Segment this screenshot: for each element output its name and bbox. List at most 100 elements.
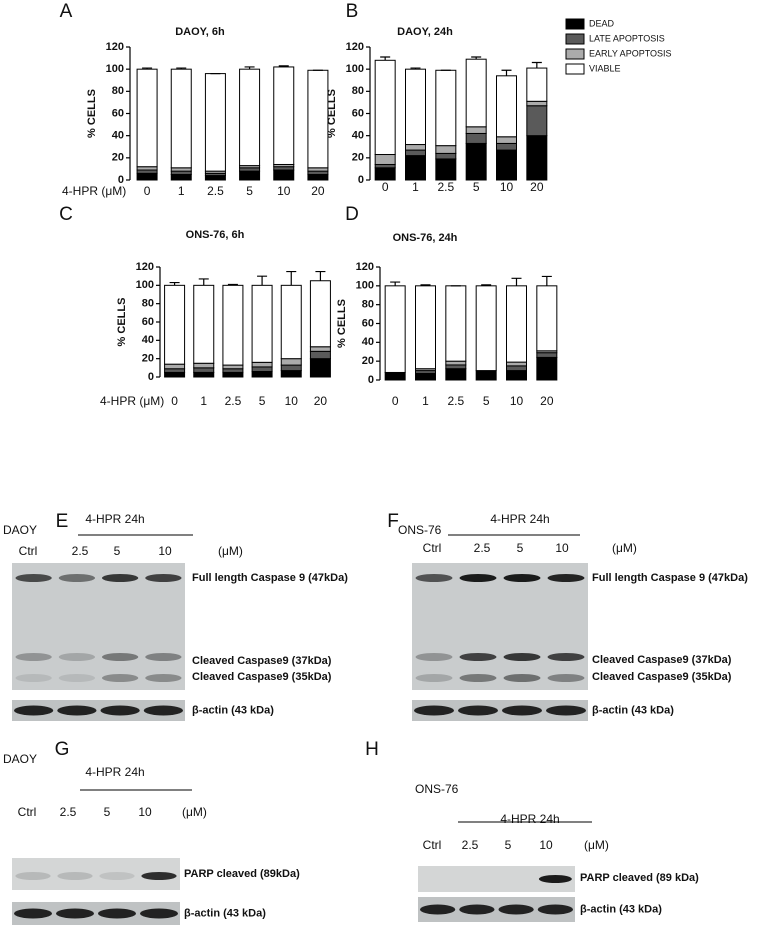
chart-title: DAOY, 24h xyxy=(397,26,453,38)
actin-band xyxy=(546,705,586,716)
bar-segment xyxy=(280,364,302,372)
loading-label: β-actin (43 kDa) xyxy=(592,704,674,716)
legend-label: LATE APOPTOSIS xyxy=(589,33,665,43)
band xyxy=(459,674,497,682)
error-bar xyxy=(244,66,255,70)
actin-band xyxy=(57,705,97,716)
bar-segment xyxy=(415,285,436,370)
bar-segment xyxy=(374,59,396,156)
bar-segment xyxy=(475,370,497,381)
bar-segment xyxy=(374,154,396,165)
band xyxy=(547,653,585,661)
band xyxy=(15,674,52,682)
panel-label: C xyxy=(59,204,73,225)
y-tick-label: 0 xyxy=(368,374,374,386)
legend-swatch xyxy=(565,48,585,60)
error-bar xyxy=(390,281,401,286)
band xyxy=(547,674,585,682)
x-axis-label: 4-HPR (μM) xyxy=(100,394,164,408)
y-tick-label: 80 xyxy=(362,299,374,311)
bar-segment xyxy=(445,285,467,362)
error-bar xyxy=(315,270,326,281)
x-tick-label: 2.5 xyxy=(437,180,454,194)
lane-label: 10 xyxy=(539,838,553,852)
bar-segment xyxy=(273,66,295,165)
bar-segment xyxy=(164,363,186,370)
cell-line: ONS-76 xyxy=(415,782,459,796)
bar-segment xyxy=(204,175,226,181)
band xyxy=(58,674,96,682)
bar-segment xyxy=(405,149,426,157)
bar-segment xyxy=(251,361,273,368)
actin-band xyxy=(100,705,140,716)
band xyxy=(415,574,453,582)
bar-segment xyxy=(445,368,467,381)
treatment: 4-HPR 24h xyxy=(85,512,144,526)
band xyxy=(547,574,585,582)
error-bar xyxy=(380,56,391,61)
x-tick-label: 0 xyxy=(382,180,389,194)
lane-label: Ctrl xyxy=(423,838,442,852)
blot xyxy=(412,563,588,690)
y-tick-label: 40 xyxy=(142,334,154,346)
panel-label: B xyxy=(346,1,359,22)
actin-band xyxy=(143,705,183,716)
lane-label: 5 xyxy=(505,838,512,852)
band xyxy=(145,653,182,661)
bar-segment xyxy=(204,73,226,172)
y-tick-label: 80 xyxy=(112,85,124,97)
y-tick-label: 60 xyxy=(352,107,364,119)
error-bar xyxy=(257,275,268,286)
band xyxy=(415,674,453,682)
bar-segment xyxy=(222,284,244,366)
x-tick-label: 0 xyxy=(171,394,178,408)
error-bar xyxy=(410,67,421,70)
bar-segment xyxy=(309,358,331,378)
bar-segment xyxy=(309,280,331,348)
y-tick-label: 120 xyxy=(346,41,364,53)
lane-label: 5 xyxy=(114,544,121,558)
bar-segment xyxy=(251,366,273,372)
actin-blot xyxy=(12,700,185,721)
cell-line: DAOY xyxy=(3,523,37,537)
actin-band xyxy=(414,705,454,716)
bar-segment xyxy=(251,371,273,378)
band xyxy=(503,674,541,682)
bar-segment xyxy=(280,358,302,366)
bar-segment xyxy=(506,365,527,372)
bar-segment xyxy=(435,69,457,147)
bar-segment xyxy=(506,370,527,381)
error-bar xyxy=(176,67,187,70)
x-tick-label: 20 xyxy=(314,394,328,408)
actin-blot xyxy=(12,902,180,925)
error-bar xyxy=(227,283,238,286)
x-tick-label: 10 xyxy=(510,394,524,408)
bar-segment xyxy=(309,346,331,352)
cell-line: ONS-76 xyxy=(398,523,442,537)
band xyxy=(57,872,93,880)
x-tick-label: 10 xyxy=(277,184,291,198)
y-tick-label: 20 xyxy=(352,152,364,164)
band-label: PARP cleaved (89 kDa) xyxy=(580,872,699,884)
legend-swatch xyxy=(565,18,585,30)
loading-label: β-actin (43 kDa) xyxy=(192,704,274,716)
band xyxy=(15,653,52,661)
bar-segment xyxy=(170,173,192,181)
bar-segment xyxy=(536,285,558,352)
y-tick-label: 20 xyxy=(142,353,154,365)
actin-band xyxy=(56,908,94,919)
band xyxy=(503,653,541,661)
band-label: Cleaved Caspase9 (37kDa) xyxy=(592,654,732,666)
bar-segment xyxy=(193,367,215,373)
bar-segment xyxy=(307,173,329,181)
x-tick-label: 5 xyxy=(473,180,480,194)
loading-label: β-actin (43 kDa) xyxy=(580,903,662,915)
x-tick-label: 0 xyxy=(392,394,399,408)
y-axis-label: % CELLS xyxy=(116,298,128,347)
y-tick-label: 100 xyxy=(356,280,374,292)
actin-band xyxy=(498,904,534,915)
lane-label: 2.5 xyxy=(462,838,479,852)
y-tick-label: 80 xyxy=(142,298,154,310)
lane-label: Ctrl xyxy=(19,544,38,558)
